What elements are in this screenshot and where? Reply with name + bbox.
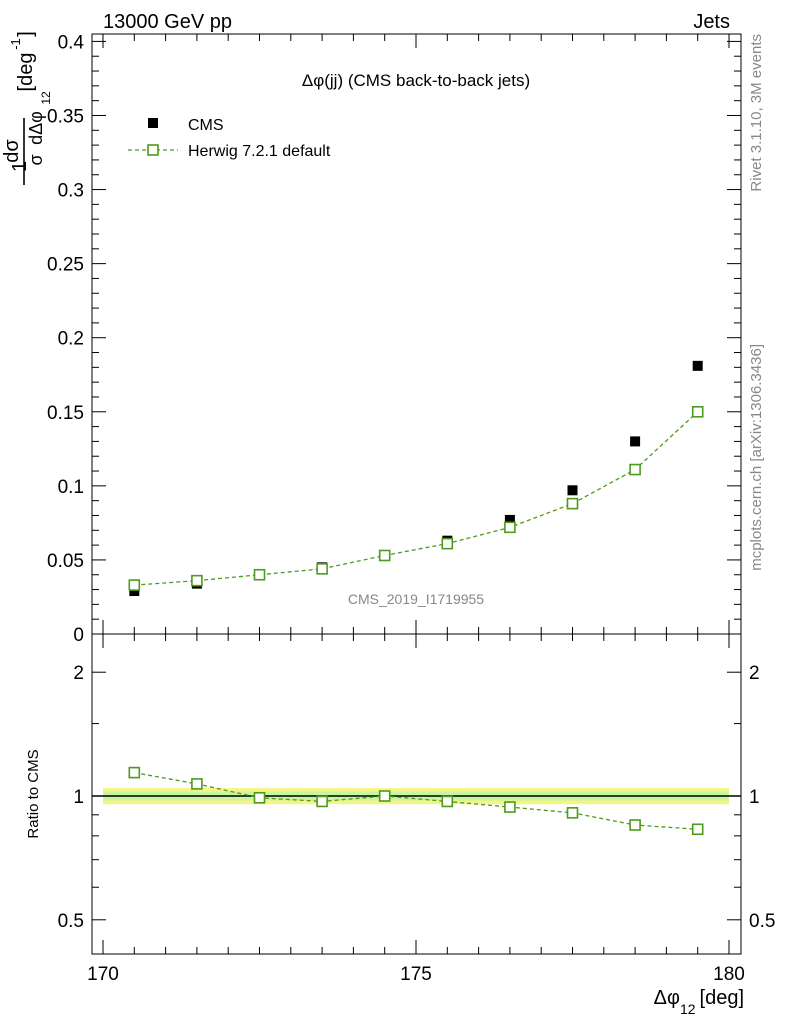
main-y-axis: 0 0.05 0.1 0.15 0.2 0.25 0.3 0.35 0.4 [47,32,741,646]
herwig-point [566,497,579,510]
plot-title: Δφ(jj) (CMS back-to-back jets) [302,71,530,90]
main-ytick-label: 0.15 [47,403,84,424]
ratio-y-axis: 0.5 0.5 1 1 2 2 [58,663,776,932]
legend-cms-label: CMS [188,117,224,134]
ratio-ytick-label-right: 0.5 [749,911,775,932]
main-ytick-label: 0.2 [58,329,84,350]
main-ytick-label: 0.25 [47,255,84,276]
herwig-point [629,463,641,476]
ratio-herwig-point [566,807,579,819]
legend-cms-marker [148,118,158,128]
main-data [128,360,704,597]
herwig-point [253,568,266,581]
ylabel-unit-close: ] [15,31,37,37]
ratio-herwig-point [629,819,641,831]
analysis-watermark: CMS_2019_I1719955 [348,591,484,607]
cms-point [504,514,515,525]
main-ytick-label: 0.4 [58,32,85,53]
ratio-herwig-point [316,795,328,808]
ratio-herwig-point [378,790,391,802]
herwig-point [504,521,516,534]
rivet-label: Rivet 3.1.10, 3M events [748,34,765,192]
ylabel-fraction: dσ σ dΔφ 12[deg -1] [1,31,53,185]
ratio-herwig-point [128,766,141,779]
ratio-ytick-label: 0.5 [58,911,84,932]
ylabel-sub: 12 [39,91,53,105]
herwig-point [378,549,391,562]
main-ytick-label: 0.1 [58,477,84,498]
x-tick-label: 175 [400,964,432,985]
ratio-ytick-label-right: 2 [749,663,760,684]
herwig-point [191,574,203,587]
cms-point [692,360,703,371]
cms-point [129,586,140,597]
ratio-herwig-point [691,823,704,836]
herwig-point [128,579,141,591]
ylabel-unit-sup: -1 [8,38,23,50]
cms-point [567,485,578,496]
x-tick-label: 170 [87,964,119,985]
ratio-y-axis-label: Ratio to CMS [25,749,42,838]
ratio-data [128,766,704,836]
ratio-panel: 0.5 0.5 1 1 2 2 170 175 180 Ratio to CMS Δφ12 [d… [25,633,776,1017]
main-y-axis-label: 1 [9,161,31,172]
mcplots-label: mcplots.cern.ch [arXiv:1306.3436] [748,344,765,571]
ylabel-unit: [deg [15,53,37,92]
ylabel-den-sigma: σ [26,154,46,165]
ratio-herwig-point [191,778,203,790]
svg-text:1: 1 [9,161,31,172]
legend: CMS Herwig 7.2.1 default [128,117,331,160]
main-ytick-label: 0.35 [47,106,84,127]
header-right: Jets [693,11,730,33]
main-x-ticks [102,34,730,634]
ratio-x-axis: 170 175 180 [87,634,745,985]
ylabel-den-dphi: dΔφ [26,111,46,145]
ratio-ytick-label: 2 [73,663,84,684]
x-axis-label: Δφ12 [deg] [654,987,744,1017]
header-left: 13000 GeV pp [103,11,232,33]
legend-herwig-marker [147,144,159,156]
legend-herwig-label: Herwig 7.2.1 default [188,143,331,160]
herwig-point [441,537,454,550]
ylabel-fraction-body: dσ σ dΔφ 12[deg -1] [1,31,53,185]
main-ytick-label: 0.05 [47,551,84,572]
ratio-ytick-label: 1 [73,787,84,808]
main-ytick-label: 0 [73,625,84,646]
herwig-point [316,563,328,575]
ratio-herwig-point [441,795,454,808]
main-panel: 0 0.05 0.1 0.15 0.2 0.25 0.3 0.35 0.4 Δφ(jj) (CM… [1,31,742,646]
x-tick-label: 180 [713,964,745,985]
ylabel-numerator: 1 [9,161,31,172]
herwig-line [134,411,699,586]
ratio-herwig-point [504,801,516,813]
main-ytick-label: 0.3 [58,181,84,202]
ratio-herwig-point [253,791,266,804]
ylabel-num: dσ [1,139,23,163]
herwig-point [691,405,704,418]
ratio-ytick-label-right: 1 [749,787,760,808]
cms-point [630,436,641,447]
